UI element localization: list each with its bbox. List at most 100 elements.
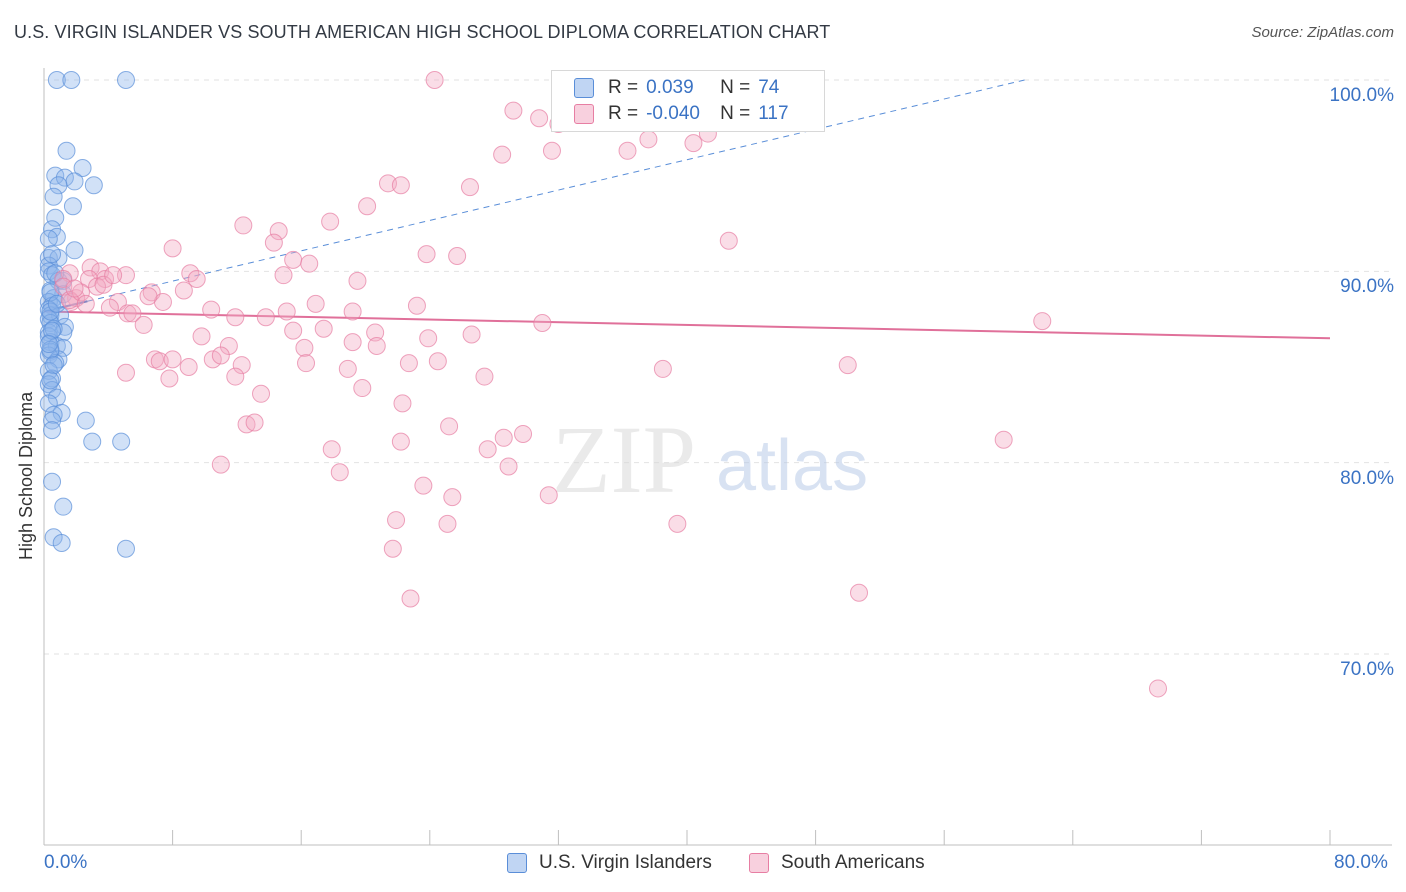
- chart-title: U.S. VIRGIN ISLANDER VS SOUTH AMERICAN H…: [14, 22, 831, 42]
- legend-n-value: 117: [758, 103, 789, 124]
- point-south-americans: [269, 222, 288, 241]
- point-virgin-islanders: [43, 472, 62, 491]
- point-south-americans: [358, 197, 377, 216]
- point-south-americans: [401, 589, 420, 608]
- point-south-americans: [232, 356, 251, 375]
- point-virgin-islanders: [112, 432, 131, 451]
- y-tick-label: 70.0%: [1340, 659, 1394, 680]
- point-south-americans: [838, 356, 857, 375]
- point-south-americans: [499, 457, 518, 476]
- y-tick-label: 100.0%: [1329, 85, 1394, 106]
- point-south-americans: [414, 476, 433, 495]
- point-south-americans: [330, 463, 349, 482]
- legend-row-virgin-islanders: R = 0.039 N = 74: [574, 76, 779, 100]
- legend-swatch-blue: [507, 853, 527, 873]
- legend-r-value: -0.040: [646, 103, 700, 124]
- point-virgin-islanders: [65, 241, 84, 260]
- point-south-americans: [343, 302, 362, 321]
- point-south-americans: [314, 319, 333, 338]
- point-south-americans: [425, 71, 444, 89]
- point-south-americans: [719, 231, 738, 250]
- point-south-americans: [100, 298, 119, 317]
- point-south-americans: [226, 367, 245, 386]
- point-south-americans: [530, 109, 549, 128]
- legend-n-label: N =: [720, 103, 751, 124]
- point-south-americans: [475, 367, 494, 386]
- point-south-americans: [478, 440, 497, 459]
- point-virgin-islanders: [65, 172, 84, 191]
- point-south-americans: [211, 455, 230, 474]
- point-virgin-islanders: [41, 302, 60, 321]
- point-south-americans: [494, 428, 513, 447]
- point-south-americans: [297, 354, 316, 373]
- point-virgin-islanders: [46, 208, 65, 227]
- point-virgin-islanders: [47, 71, 66, 89]
- point-virgin-islanders: [39, 256, 58, 275]
- point-virgin-islanders: [39, 229, 58, 248]
- x-tick-label-max: 80.0%: [1334, 852, 1388, 873]
- point-south-americans: [1033, 312, 1052, 331]
- point-south-americans: [234, 216, 253, 235]
- point-south-americans: [504, 101, 523, 120]
- trend-line-south-americans: [43, 310, 1331, 340]
- point-south-americans: [104, 266, 123, 285]
- point-south-americans: [1148, 679, 1167, 698]
- point-south-americans: [387, 511, 406, 530]
- point-south-americans: [438, 514, 457, 533]
- y-axis-label: High School Diploma: [16, 391, 36, 560]
- point-south-americans: [264, 233, 283, 252]
- point-virgin-islanders: [63, 197, 82, 216]
- point-south-americans: [428, 352, 447, 371]
- point-south-americans: [443, 488, 462, 507]
- watermark-atlas: atlas: [716, 426, 868, 506]
- point-south-americans: [533, 313, 552, 332]
- point-south-americans: [116, 266, 135, 285]
- watermark-zip: ZIP: [552, 406, 696, 513]
- data-points: [39, 71, 1167, 698]
- point-virgin-islanders: [39, 335, 58, 354]
- point-virgin-islanders: [43, 421, 62, 440]
- point-south-americans: [367, 336, 386, 355]
- point-south-americans: [391, 432, 410, 451]
- point-south-americans: [306, 294, 325, 313]
- point-south-americans: [284, 250, 303, 269]
- point-south-americans: [211, 346, 230, 365]
- point-south-americans: [383, 539, 402, 558]
- legend-swatch-pink: [574, 104, 594, 124]
- point-south-americans: [179, 358, 198, 376]
- point-south-americans: [226, 308, 245, 327]
- point-virgin-islanders: [116, 539, 135, 558]
- point-south-americans: [256, 308, 275, 327]
- point-south-americans: [639, 130, 658, 149]
- point-south-americans: [393, 394, 412, 413]
- point-virgin-islanders: [73, 159, 92, 178]
- point-virgin-islanders: [43, 411, 62, 430]
- point-south-americans: [274, 266, 293, 285]
- point-virgin-islanders: [41, 371, 60, 390]
- point-virgin-islanders: [52, 534, 71, 553]
- point-south-americans: [417, 245, 436, 264]
- legend-item-virgin-islanders[interactable]: U.S. Virgin Islanders: [507, 852, 712, 874]
- legend-r-label: R =: [608, 77, 639, 98]
- point-south-americans: [407, 296, 426, 315]
- series-legend: U.S. Virgin Islanders South Americans: [0, 852, 1406, 878]
- point-south-americans: [460, 178, 479, 197]
- point-south-americans: [134, 315, 153, 334]
- x-tick-label-min: 0.0%: [44, 852, 88, 873]
- legend-swatch-pink: [749, 853, 769, 873]
- correlation-legend: R = 0.039 N = 74 R = -0.040 N = 117: [551, 70, 825, 132]
- point-virgin-islanders: [43, 321, 62, 340]
- point-south-americans: [618, 141, 637, 160]
- point-virgin-islanders: [49, 176, 68, 195]
- point-south-americans: [542, 141, 561, 160]
- point-south-americans: [338, 359, 357, 378]
- watermark: ZIP atlas: [552, 406, 868, 513]
- point-south-americans: [123, 304, 142, 323]
- point-south-americans: [300, 254, 319, 273]
- legend-n-value: 74: [758, 77, 780, 98]
- point-south-americans: [88, 277, 107, 296]
- point-south-americans: [139, 287, 158, 306]
- point-virgin-islanders: [57, 141, 76, 160]
- legend-item-south-americans[interactable]: South Americans: [749, 852, 925, 874]
- point-south-americans: [322, 440, 341, 459]
